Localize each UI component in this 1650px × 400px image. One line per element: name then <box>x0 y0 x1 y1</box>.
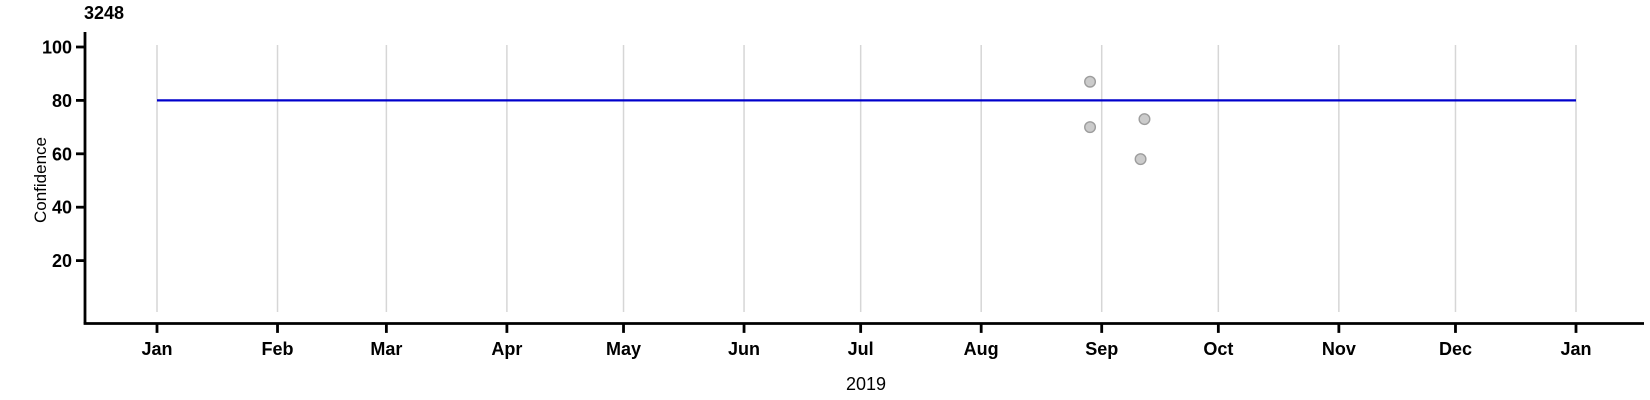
chart-title: 3248 <box>84 3 125 23</box>
x-tick-label: Jan <box>1560 339 1591 359</box>
data-point <box>1138 113 1151 126</box>
x-axis-year-label: 2019 <box>845 374 887 394</box>
x-tick-label: Nov <box>1322 339 1356 359</box>
data-point <box>1084 121 1097 134</box>
y-tick-label: 100 <box>42 38 72 58</box>
x-tick-label: May <box>606 339 641 359</box>
y-tick-label: 40 <box>52 198 72 218</box>
x-tick-label: Jul <box>848 339 874 359</box>
x-tick-label: Sep <box>1085 339 1118 359</box>
x-tick-label: Aug <box>964 339 999 359</box>
x-tick-label: Mar <box>370 339 402 359</box>
y-axis-label: Confidence <box>31 136 50 224</box>
x-tick-label: Apr <box>491 339 522 359</box>
x-tick-label: Dec <box>1439 339 1472 359</box>
y-tick-label: 20 <box>52 251 72 271</box>
x-tick-label: Jun <box>728 339 760 359</box>
data-point <box>1084 75 1097 88</box>
x-tick-label: Feb <box>262 339 294 359</box>
x-tick-label: Jan <box>141 339 172 359</box>
y-tick-label: 80 <box>52 91 72 111</box>
y-tick-label: 60 <box>52 144 72 164</box>
x-tick-label: Oct <box>1203 339 1233 359</box>
data-point <box>1134 153 1147 166</box>
